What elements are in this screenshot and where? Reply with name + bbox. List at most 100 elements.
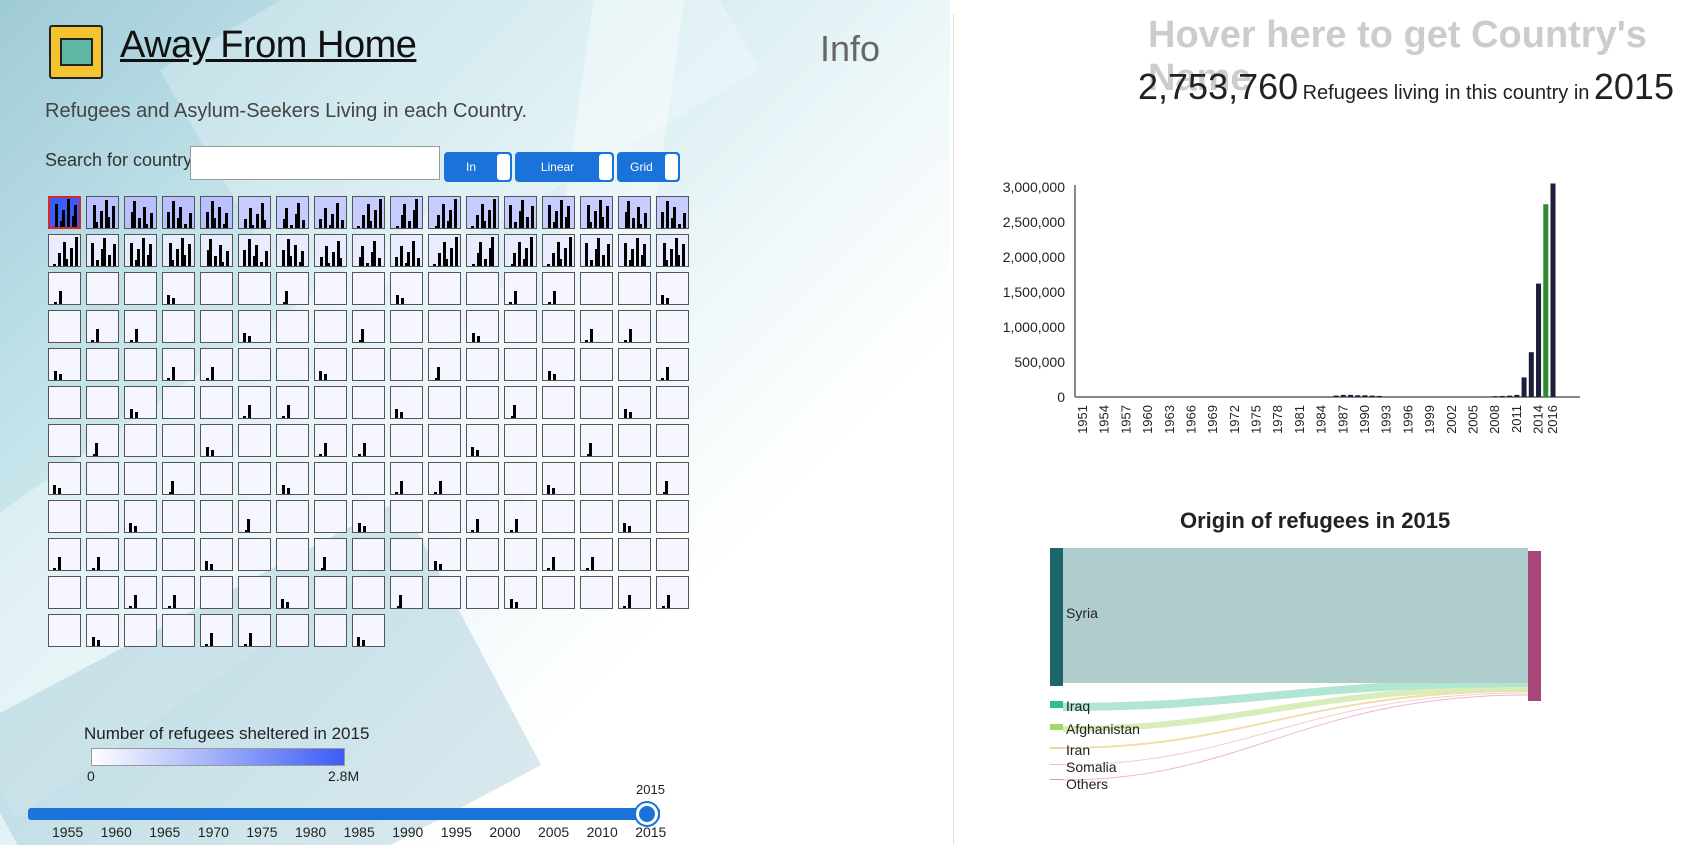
country-cell[interactable] <box>504 272 537 305</box>
country-cell[interactable] <box>124 424 157 457</box>
country-cell[interactable] <box>200 614 233 647</box>
country-cell[interactable] <box>618 348 651 381</box>
country-cell[interactable] <box>162 310 195 343</box>
country-cell[interactable] <box>352 500 385 533</box>
country-cell[interactable] <box>428 538 461 571</box>
country-cell[interactable] <box>352 234 385 267</box>
country-cell[interactable] <box>200 500 233 533</box>
country-cell[interactable] <box>352 386 385 419</box>
country-cell[interactable] <box>428 576 461 609</box>
country-cell[interactable] <box>352 310 385 343</box>
country-cell[interactable] <box>276 310 309 343</box>
country-cell[interactable] <box>428 272 461 305</box>
country-cell[interactable] <box>390 500 423 533</box>
country-cell[interactable] <box>238 462 271 495</box>
country-cell[interactable] <box>124 462 157 495</box>
country-cell[interactable] <box>162 538 195 571</box>
country-cell[interactable] <box>86 576 119 609</box>
country-cell[interactable] <box>504 386 537 419</box>
country-cell[interactable] <box>466 538 499 571</box>
country-cell[interactable] <box>48 272 81 305</box>
country-cell[interactable] <box>504 500 537 533</box>
country-cell[interactable] <box>428 310 461 343</box>
country-cell[interactable] <box>504 310 537 343</box>
country-cell[interactable] <box>542 500 575 533</box>
country-cell[interactable] <box>86 272 119 305</box>
country-cell[interactable] <box>86 538 119 571</box>
country-cell[interactable] <box>504 348 537 381</box>
view-toggle[interactable]: Grid <box>617 152 680 182</box>
country-cell[interactable] <box>428 500 461 533</box>
country-cell[interactable] <box>48 462 81 495</box>
country-cell[interactable] <box>542 234 575 267</box>
country-cell[interactable] <box>124 348 157 381</box>
country-cell[interactable] <box>504 538 537 571</box>
country-cell[interactable] <box>656 234 689 267</box>
country-cell[interactable] <box>542 348 575 381</box>
country-cell[interactable] <box>238 538 271 571</box>
country-cell[interactable] <box>390 386 423 419</box>
country-cell[interactable] <box>352 196 385 229</box>
country-cell[interactable] <box>238 234 271 267</box>
country-cell[interactable] <box>48 538 81 571</box>
country-cell[interactable] <box>276 348 309 381</box>
country-cell[interactable] <box>124 614 157 647</box>
country-cell[interactable] <box>86 500 119 533</box>
country-cell[interactable] <box>390 234 423 267</box>
country-cell[interactable] <box>390 424 423 457</box>
country-cell[interactable] <box>124 272 157 305</box>
country-cell[interactable] <box>656 500 689 533</box>
country-cell[interactable] <box>656 462 689 495</box>
country-cell[interactable] <box>86 386 119 419</box>
country-cell[interactable] <box>466 424 499 457</box>
country-cell[interactable] <box>390 462 423 495</box>
country-cell[interactable] <box>428 462 461 495</box>
country-cell[interactable] <box>618 386 651 419</box>
country-cell[interactable] <box>162 386 195 419</box>
country-cell[interactable] <box>466 500 499 533</box>
country-cell[interactable] <box>276 576 309 609</box>
country-cell[interactable] <box>276 386 309 419</box>
country-cell[interactable] <box>314 462 347 495</box>
country-cell[interactable] <box>504 576 537 609</box>
country-cell[interactable] <box>314 576 347 609</box>
country-cell[interactable] <box>656 386 689 419</box>
country-cell[interactable] <box>390 272 423 305</box>
country-cell[interactable] <box>352 424 385 457</box>
country-cell[interactable] <box>238 500 271 533</box>
country-cell[interactable] <box>504 424 537 457</box>
country-cell[interactable] <box>200 386 233 419</box>
country-cell[interactable] <box>86 310 119 343</box>
country-cell[interactable] <box>238 348 271 381</box>
scale-toggle[interactable]: Linear <box>515 152 614 182</box>
country-cell[interactable] <box>314 614 347 647</box>
country-cell[interactable] <box>86 348 119 381</box>
country-cell[interactable] <box>276 424 309 457</box>
country-cell[interactable] <box>580 462 613 495</box>
country-cell[interactable] <box>48 386 81 419</box>
country-cell[interactable] <box>86 234 119 267</box>
country-cell[interactable] <box>542 538 575 571</box>
country-cell[interactable] <box>162 500 195 533</box>
country-cell[interactable] <box>314 386 347 419</box>
country-cell[interactable] <box>162 272 195 305</box>
country-cell[interactable] <box>48 196 81 229</box>
country-cell[interactable] <box>124 538 157 571</box>
country-cell[interactable] <box>618 576 651 609</box>
country-cell[interactable] <box>48 234 81 267</box>
country-cell[interactable] <box>618 462 651 495</box>
country-cell[interactable] <box>542 272 575 305</box>
country-cell[interactable] <box>276 500 309 533</box>
country-cell[interactable] <box>656 196 689 229</box>
country-cell[interactable] <box>276 538 309 571</box>
country-cell[interactable] <box>390 538 423 571</box>
country-cell[interactable] <box>200 196 233 229</box>
country-cell[interactable] <box>352 614 385 647</box>
country-cell[interactable] <box>124 196 157 229</box>
country-cell[interactable] <box>504 234 537 267</box>
country-cell[interactable] <box>542 462 575 495</box>
country-cell[interactable] <box>504 196 537 229</box>
country-cell[interactable] <box>314 500 347 533</box>
country-cell[interactable] <box>428 234 461 267</box>
country-cell[interactable] <box>656 348 689 381</box>
